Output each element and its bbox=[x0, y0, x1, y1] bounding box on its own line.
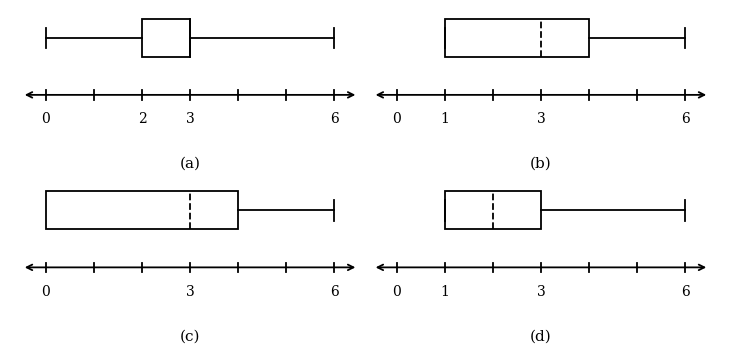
Bar bbox=[46, 191, 238, 229]
Bar bbox=[445, 191, 541, 229]
Text: 0: 0 bbox=[393, 285, 401, 299]
Text: 6: 6 bbox=[681, 285, 689, 299]
Text: 3: 3 bbox=[537, 112, 545, 126]
Bar bbox=[142, 19, 190, 57]
Text: 1: 1 bbox=[441, 112, 450, 126]
Text: (c): (c) bbox=[180, 329, 200, 343]
Text: 2: 2 bbox=[137, 112, 146, 126]
Text: 0: 0 bbox=[42, 285, 50, 299]
Text: 6: 6 bbox=[330, 112, 338, 126]
Text: 3: 3 bbox=[186, 285, 194, 299]
Text: 6: 6 bbox=[681, 112, 689, 126]
Text: (b): (b) bbox=[530, 157, 552, 171]
Text: 3: 3 bbox=[186, 112, 194, 126]
Text: (d): (d) bbox=[530, 329, 552, 343]
Text: 1: 1 bbox=[441, 285, 450, 299]
Text: 0: 0 bbox=[393, 112, 401, 126]
Text: 6: 6 bbox=[330, 285, 338, 299]
Text: 3: 3 bbox=[537, 285, 545, 299]
Text: 0: 0 bbox=[42, 112, 50, 126]
Bar bbox=[445, 19, 589, 57]
Text: (a): (a) bbox=[180, 157, 200, 171]
